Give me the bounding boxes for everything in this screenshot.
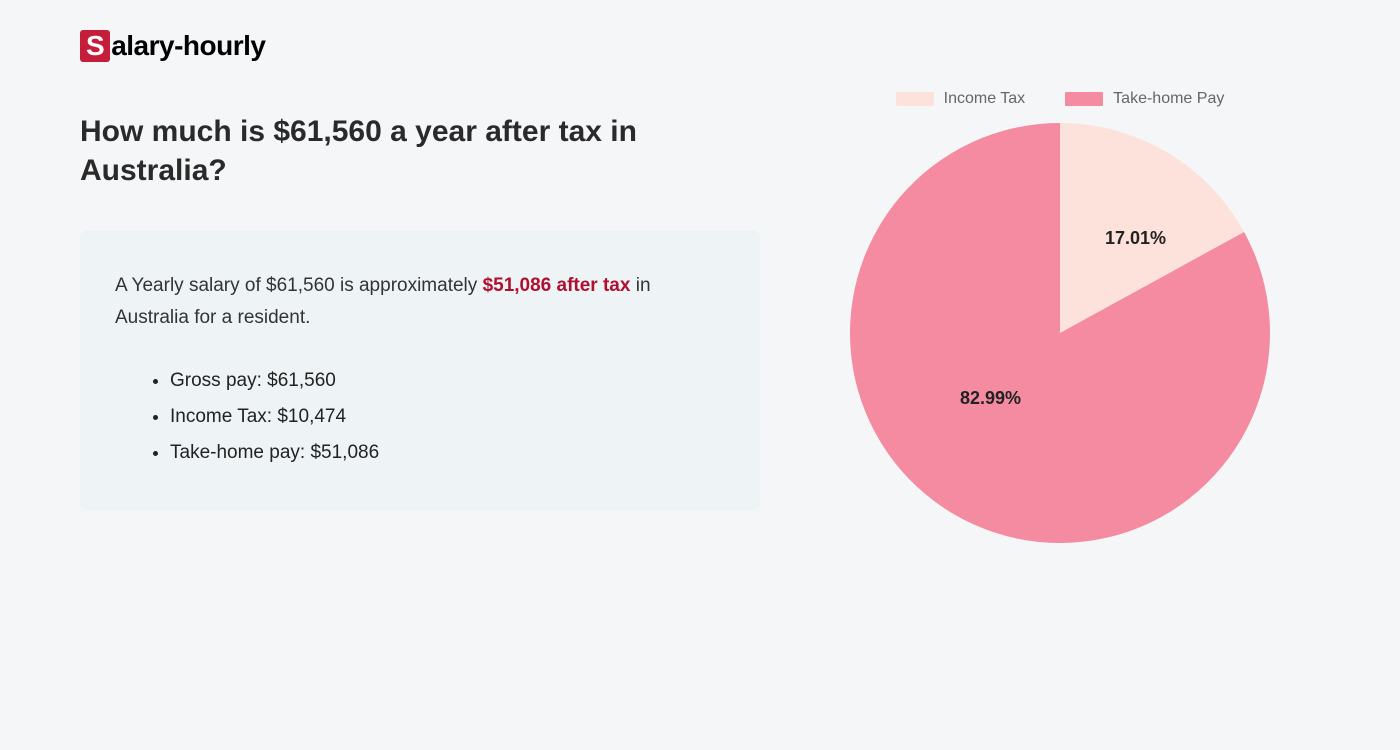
summary-highlight: $51,086 after tax	[483, 275, 631, 296]
legend-label: Income Tax	[944, 90, 1026, 108]
logo: Salary-hourly	[80, 30, 760, 62]
legend-item-tax: Income Tax	[896, 90, 1026, 108]
page-title: How much is $61,560 a year after tax in …	[80, 112, 760, 190]
summary-pre: A Yearly salary of $61,560 is approximat…	[115, 275, 483, 296]
legend-item-takehome: Take-home Pay	[1065, 90, 1224, 108]
legend-label: Take-home Pay	[1113, 90, 1224, 108]
pie-chart: 17.01% 82.99%	[850, 123, 1270, 543]
bullet-item: Gross pay: $61,560	[170, 363, 725, 399]
info-box: A Yearly salary of $61,560 is approximat…	[80, 230, 760, 511]
bullet-list: Gross pay: $61,560 Income Tax: $10,474 T…	[115, 363, 725, 471]
pie-slice-label: 17.01%	[1105, 228, 1166, 249]
chart-legend: Income Tax Take-home Pay	[820, 90, 1300, 108]
bullet-item: Take-home pay: $51,086	[170, 435, 725, 471]
logo-text: alary-hourly	[111, 30, 265, 61]
legend-swatch	[896, 92, 934, 106]
legend-swatch	[1065, 92, 1103, 106]
pie-slice-label: 82.99%	[960, 388, 1021, 409]
summary-text: A Yearly salary of $61,560 is approximat…	[115, 270, 725, 335]
bullet-item: Income Tax: $10,474	[170, 399, 725, 435]
logo-mark: S	[80, 30, 110, 62]
